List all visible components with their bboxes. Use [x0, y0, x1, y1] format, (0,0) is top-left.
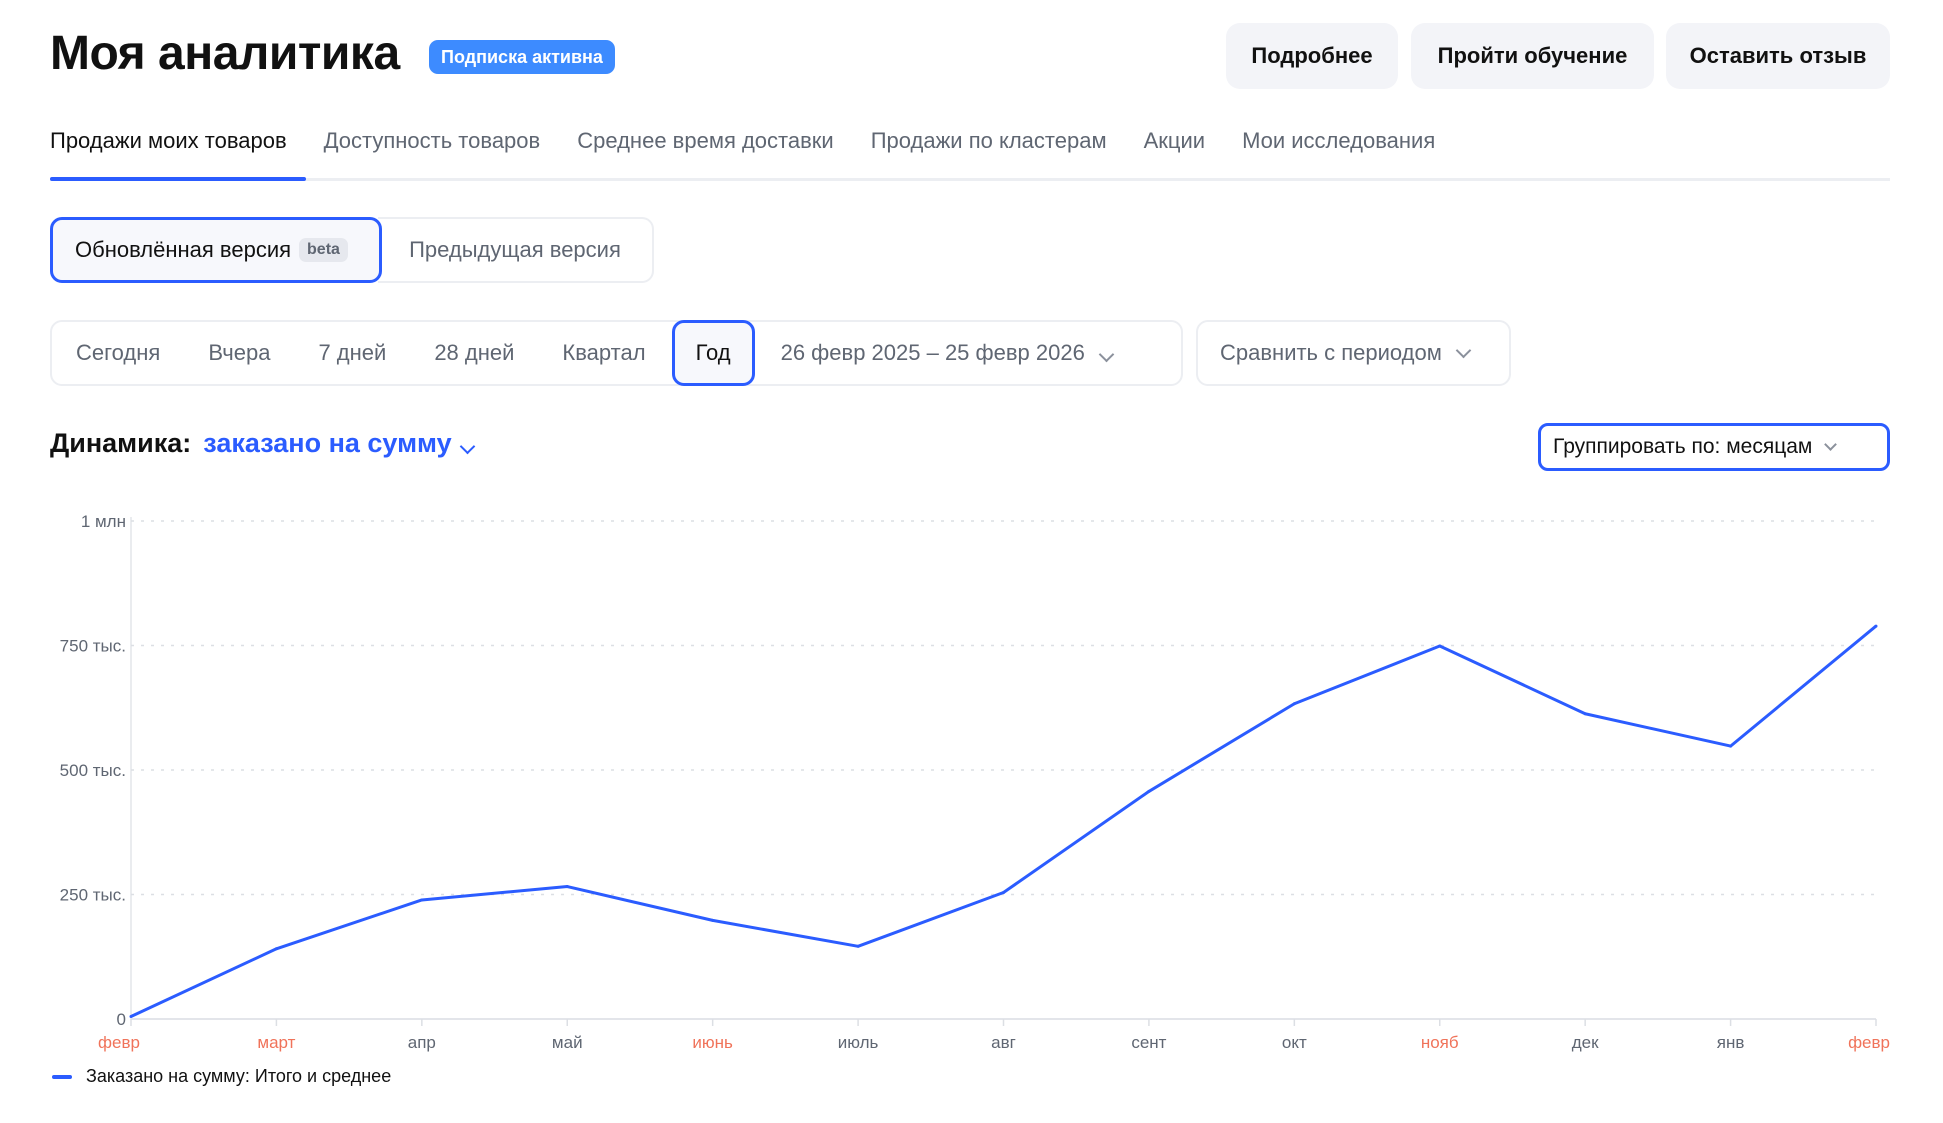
period-7-days[interactable]: 7 дней: [318, 340, 387, 365]
active-tab-indicator: [50, 177, 306, 181]
tab-delivery-time[interactable]: Среднее время доставки: [577, 128, 834, 153]
chevron-down-icon: [1455, 342, 1472, 358]
data-point: [1002, 891, 1005, 895]
tab-promotions[interactable]: Акции: [1143, 128, 1206, 153]
x-tick-label: нояб: [1421, 1033, 1459, 1052]
tab-my-research[interactable]: Мои исследования: [1242, 128, 1436, 153]
y-tick-label: 250 тыс.: [60, 886, 126, 905]
x-tick-label: авг: [991, 1033, 1016, 1052]
tab-divider: [50, 178, 1890, 181]
x-tick-label: февр: [98, 1033, 140, 1052]
page-title: Моя аналитика: [50, 27, 400, 80]
x-tick-label: май: [552, 1033, 583, 1052]
tab-availability[interactable]: Доступность товаров: [323, 128, 541, 153]
data-point: [1874, 624, 1878, 628]
compare-label: Сравнить с периодом: [1220, 340, 1442, 365]
line-chart: 0 250 тыс. 500 тыс. 750 тыс. 1 млн февр март ап…: [60, 512, 1890, 1052]
data-point: [1147, 789, 1151, 793]
data-point: [1292, 702, 1296, 706]
period-quarter[interactable]: Квартал: [562, 340, 646, 365]
y-tick-label: 0: [117, 1010, 126, 1029]
chevron-down-icon: [459, 438, 475, 455]
x-tick-label: июль: [838, 1033, 879, 1052]
old-version-toggle[interactable]: Предыдущая версия: [378, 217, 654, 283]
data-point: [1438, 644, 1442, 648]
beta-badge: beta: [299, 238, 348, 262]
series-line: [130, 624, 1877, 1018]
data-point: [129, 1015, 133, 1019]
metric-value: заказано на сумму: [203, 428, 452, 458]
compare-period-dropdown[interactable]: Сравнить с периодом: [1196, 320, 1511, 386]
data-point: [1583, 712, 1587, 716]
x-tick-label: окт: [1282, 1033, 1307, 1052]
y-tick-label: 500 тыс.: [60, 761, 126, 780]
legend-label: Заказано на сумму: Итого и среднее: [86, 1066, 392, 1086]
x-tick-label: сент: [1131, 1033, 1166, 1052]
period-today[interactable]: Сегодня: [76, 340, 161, 365]
x-tick-label: март: [257, 1033, 295, 1052]
data-point: [711, 918, 715, 922]
feedback-button[interactable]: Оставить отзыв: [1666, 23, 1890, 89]
legend-swatch: [52, 1074, 72, 1079]
new-version-label: Обновлённая версия: [75, 237, 292, 262]
x-tick-label: дек: [1572, 1033, 1599, 1052]
metric-dropdown[interactable]: заказано на сумму: [203, 428, 475, 459]
y-tick-label: 750 тыс.: [60, 637, 126, 656]
chart-legend: Заказано на сумму: Итого и среднее: [52, 1066, 391, 1087]
data-point: [565, 885, 569, 889]
date-range-picker[interactable]: 26 февр 2025 – 25 февр 2026: [757, 340, 1136, 366]
period-selector: Сегодня Вчера 7 дней 28 дней Квартал Год…: [50, 320, 1183, 386]
x-tick-label: апр: [408, 1033, 436, 1052]
period-yesterday[interactable]: Вчера: [208, 340, 271, 365]
tab-my-sales[interactable]: Продажи моих товаров: [50, 128, 287, 153]
tab-cluster-sales[interactable]: Продажи по кластерам: [870, 128, 1107, 153]
date-range-value: 26 февр 2025 – 25 февр 2026: [780, 340, 1085, 365]
data-point: [856, 944, 860, 948]
group-by-dropdown[interactable]: Группировать по: месяцам: [1538, 423, 1890, 471]
y-tick-label: 1 млн: [81, 512, 126, 531]
new-version-toggle[interactable]: Обновлённая версия beta: [50, 217, 382, 283]
chevron-down-icon: [1824, 437, 1838, 451]
group-by-value: Группировать по: месяцам: [1553, 435, 1813, 458]
dynamics-header: Динамика: заказано на сумму: [50, 428, 475, 459]
x-tick-label: июнь: [692, 1033, 733, 1052]
more-info-button[interactable]: Подробнее: [1226, 23, 1398, 89]
period-year[interactable]: Год: [671, 320, 755, 386]
data-point: [420, 898, 424, 902]
period-28-days[interactable]: 28 дней: [434, 340, 515, 365]
data-point: [274, 947, 278, 951]
chevron-down-icon: [1098, 346, 1115, 363]
x-tick-label: янв: [1717, 1033, 1745, 1052]
x-tick-label: февр: [1848, 1033, 1890, 1052]
tutorial-button[interactable]: Пройти обучение: [1411, 23, 1654, 89]
dynamics-label: Динамика:: [50, 428, 192, 458]
tab-bar: Продажи моих товаров Доступность товаров…: [50, 128, 1435, 172]
data-point: [1729, 744, 1733, 748]
subscription-badge: Подписка активна: [429, 40, 615, 74]
